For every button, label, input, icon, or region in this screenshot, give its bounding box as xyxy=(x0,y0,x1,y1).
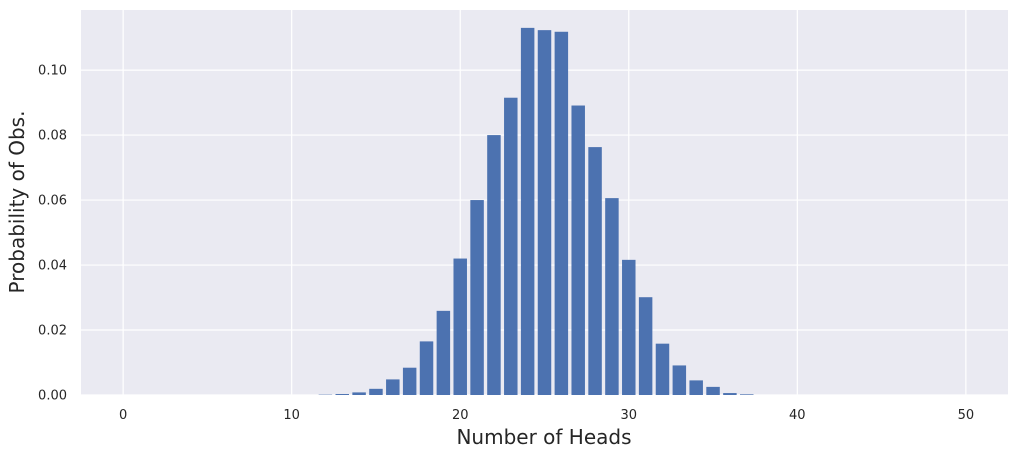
bar xyxy=(723,393,737,395)
y-tick-label: 0.02 xyxy=(38,324,67,339)
x-tick-label: 0 xyxy=(119,408,127,423)
y-tick-labels: 0.00 0.02 0.04 0.06 0.08 0.10 xyxy=(38,64,67,404)
bar xyxy=(672,365,687,395)
y-tick-label: 0.08 xyxy=(38,129,67,144)
bar xyxy=(706,386,720,395)
bar xyxy=(352,392,366,395)
bar xyxy=(436,310,451,395)
x-tick-label: 10 xyxy=(283,408,300,423)
bar xyxy=(655,343,670,395)
x-axis-label: Number of Heads xyxy=(456,425,631,449)
bar xyxy=(419,341,434,395)
x-tick-labels: 0 10 20 30 40 50 xyxy=(119,408,974,423)
bar xyxy=(622,259,636,395)
x-tick-label: 40 xyxy=(789,408,806,423)
bar xyxy=(605,198,619,395)
bar xyxy=(554,31,569,395)
y-tick-label: 0.04 xyxy=(38,259,67,274)
y-tick-label: 0.10 xyxy=(38,64,67,79)
y-tick-label: 0.06 xyxy=(38,194,67,209)
x-tick-label: 50 xyxy=(958,408,975,423)
x-tick-label: 30 xyxy=(620,408,637,423)
bar xyxy=(689,380,703,395)
bar xyxy=(369,388,383,395)
bar xyxy=(386,379,400,395)
bar xyxy=(470,200,484,395)
bar xyxy=(571,105,585,396)
bar xyxy=(740,394,754,395)
bar xyxy=(537,30,552,395)
bar xyxy=(453,258,467,395)
bar xyxy=(504,97,518,395)
y-axis-label: Probability of Obs. xyxy=(5,111,29,294)
bar xyxy=(638,297,653,395)
bar xyxy=(487,135,501,395)
bar xyxy=(520,27,535,395)
bar xyxy=(588,147,602,395)
bars xyxy=(318,27,754,396)
y-tick-label: 0.00 xyxy=(38,389,67,404)
bar xyxy=(402,367,417,395)
x-tick-label: 20 xyxy=(452,408,469,423)
bar xyxy=(335,394,349,395)
